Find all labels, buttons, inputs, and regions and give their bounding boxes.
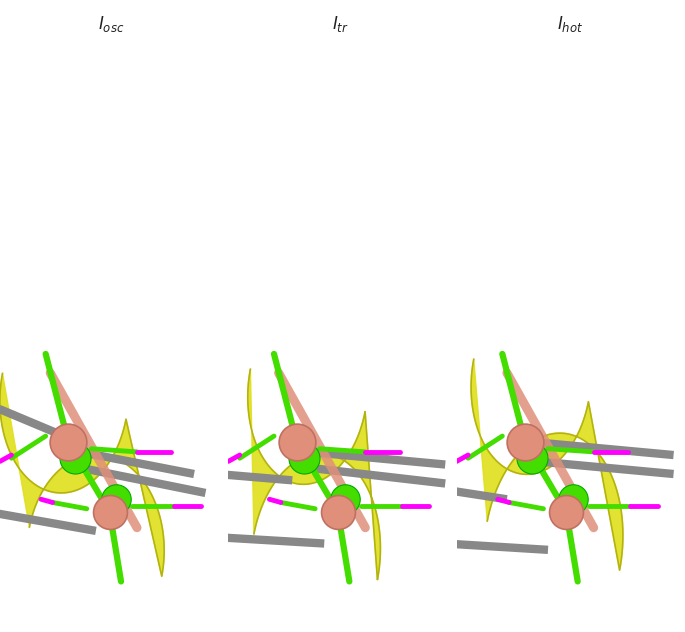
Point [568,494,579,504]
Point [339,494,350,504]
Point [298,453,309,463]
Point [63,437,74,447]
Point [291,437,302,447]
Text: $I_{tr}$: $I_{tr}$ [332,14,349,34]
Polygon shape [248,369,380,580]
Polygon shape [0,374,164,576]
Text: $I_{osc}$: $I_{osc}$ [99,14,125,34]
Polygon shape [471,359,623,570]
Point [104,507,115,517]
Point [332,507,343,517]
Point [111,494,122,504]
Point [520,437,531,447]
Point [527,453,538,463]
Text: $I_{hot}$: $I_{hot}$ [557,14,583,34]
Point [561,507,572,517]
Point [70,453,81,463]
